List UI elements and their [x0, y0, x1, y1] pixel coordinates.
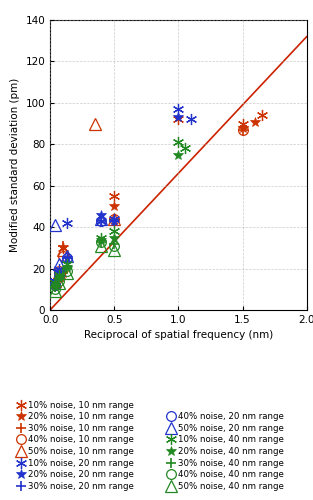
Y-axis label: Modified standard deviation (pm): Modified standard deviation (pm) [10, 78, 20, 252]
X-axis label: Reciprocal of spatial frequency (nm): Reciprocal of spatial frequency (nm) [84, 330, 273, 340]
Legend: 10% noise, 10 nm range, 20% noise, 10 nm range, 30% noise, 10 nm range, 40% nois: 10% noise, 10 nm range, 20% noise, 10 nm… [17, 400, 134, 490]
Legend: 40% noise, 20 nm range, 50% noise, 20 nm range, 10% noise, 40 nm range, 20% nois: 40% noise, 20 nm range, 50% noise, 20 nm… [167, 412, 284, 490]
